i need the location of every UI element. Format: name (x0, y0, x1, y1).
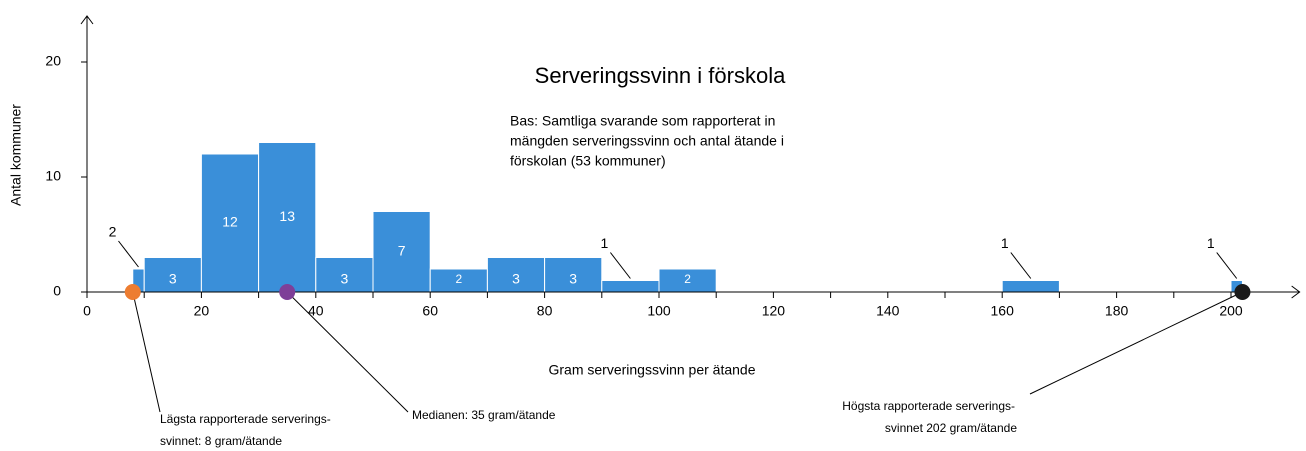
x-tick-label: 60 (422, 303, 438, 319)
callout-line (1216, 252, 1238, 279)
subtitle: förskolan (53 kommuner) (510, 153, 666, 169)
x-tick-label: 140 (876, 303, 900, 319)
annotation: svinnet 202 gram/ätande (885, 421, 1017, 435)
annotation: Medianen: 35 gram/ätande (412, 408, 556, 422)
data-label: 3 (169, 271, 177, 287)
subtitle: Bas: Samtliga svarande som rapporterat i… (510, 113, 775, 129)
annotation: Högsta rapporterade serverings- (842, 399, 1015, 413)
data-label: 12 (222, 214, 238, 230)
subtitle: mängden serveringssvinn och antal ätande… (510, 133, 784, 149)
y-tick-label: 20 (45, 53, 61, 69)
x-tick-label: 120 (762, 303, 786, 319)
x-tick-label: 180 (1105, 303, 1129, 319)
x-tick-label: 20 (194, 303, 210, 319)
y-axis-arrow (80, 15, 94, 25)
x-tick-label: 200 (1219, 303, 1243, 319)
y-axis-label: Antal kommuner (8, 104, 24, 206)
bar (601, 280, 660, 293)
y-tick-label: 10 (45, 168, 61, 184)
data-label: 1 (1207, 235, 1215, 251)
chart-title: Serveringssvinn i förskola (535, 63, 786, 88)
annotation: svinnet: 8 gram/ätande (160, 434, 282, 448)
data-label: 3 (569, 271, 577, 287)
data-label: 7 (398, 242, 406, 258)
bar (258, 142, 317, 293)
x-tick-label: 40 (308, 303, 324, 319)
marker (124, 284, 141, 300)
callout-line (610, 252, 631, 279)
x-tick-label: 80 (537, 303, 553, 319)
data-label: 3 (341, 271, 349, 287)
data-label: 1 (1001, 235, 1009, 251)
callout-line (1010, 252, 1032, 279)
bar (544, 257, 603, 293)
data-label: 2 (455, 272, 462, 286)
annotation-line (132, 291, 161, 413)
callout-line (118, 240, 139, 268)
data-label: 1 (601, 235, 609, 251)
x-tick-label: 100 (647, 303, 671, 319)
marker (279, 284, 296, 300)
bar (372, 211, 431, 293)
x-tick-label: 0 (83, 303, 91, 319)
data-label: 3 (512, 271, 520, 287)
data-label: 13 (279, 208, 295, 224)
annotation-line (1029, 291, 1243, 395)
data-label: 2 (109, 224, 117, 240)
bar (1001, 280, 1060, 293)
annotation: Lägsta rapporterade serverings- (160, 412, 331, 426)
marker (1234, 284, 1251, 300)
annotation-line (286, 291, 409, 413)
x-axis-label: Gram serveringssvinn per ätande (549, 362, 756, 378)
x-axis-arrow (1291, 285, 1301, 299)
x-tick-label: 160 (991, 303, 1015, 319)
data-label: 2 (684, 272, 691, 286)
y-tick-label: 0 (53, 283, 61, 299)
